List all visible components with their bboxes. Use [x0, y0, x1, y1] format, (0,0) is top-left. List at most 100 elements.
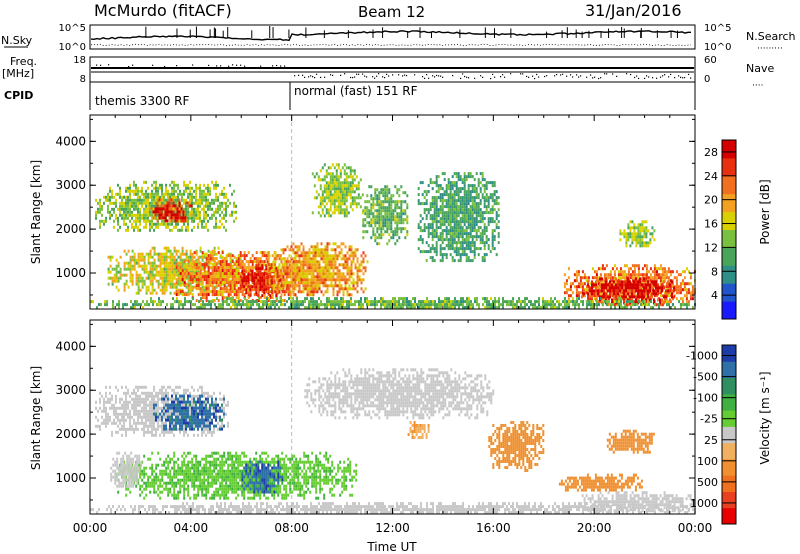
heatmap-cell — [180, 207, 183, 211]
heatmap-cell — [441, 256, 444, 260]
heatmap-cell — [611, 267, 614, 271]
heatmap-cell — [459, 190, 462, 194]
heatmap-cell — [197, 207, 199, 211]
heatmap-cell — [298, 269, 301, 273]
heatmap-cell — [631, 298, 633, 302]
heatmap-cell — [605, 295, 607, 299]
heatmap-cell — [139, 198, 141, 202]
heatmap-cell — [286, 284, 289, 288]
heatmap-cell — [223, 201, 225, 205]
heatmap-cell — [137, 225, 139, 229]
heatmap-cell — [579, 291, 582, 295]
heatmap-cell — [655, 286, 657, 290]
heatmap-cell — [190, 213, 193, 217]
heatmap-cell — [459, 259, 462, 263]
heatmap-cell — [159, 258, 162, 262]
heatmap-cell — [139, 252, 142, 256]
heatmap-cell — [179, 278, 182, 282]
heatmap-cell — [661, 286, 663, 290]
heatmap-cell — [201, 264, 204, 268]
heatmap-cell — [433, 220, 436, 224]
heatmap-cell — [212, 300, 214, 304]
heatmap-cell — [276, 290, 279, 294]
heatmap-cell — [143, 264, 146, 268]
heatmap-cell — [251, 276, 254, 280]
heatmap-cell — [380, 203, 383, 207]
heatmap-cell — [643, 235, 646, 239]
heatmap-cell — [174, 216, 177, 220]
heatmap-cell — [359, 196, 362, 200]
heatmap-cell — [643, 277, 645, 281]
heatmap-cell — [115, 216, 117, 220]
heatmap-cell — [288, 248, 291, 252]
heatmap-cell — [659, 282, 662, 286]
heatmap-cell — [583, 276, 586, 280]
heatmap-cell — [215, 257, 218, 261]
heatmap-cell — [151, 216, 153, 220]
heatmap-cell — [491, 229, 494, 233]
heatmap-cell — [611, 289, 613, 293]
heatmap-cell — [195, 258, 198, 262]
heatmap-cell — [343, 163, 346, 167]
heatmap-cell — [175, 225, 177, 229]
heatmap-cell — [370, 218, 373, 222]
heatmap-cell — [195, 198, 197, 202]
heatmap-cell — [99, 222, 101, 226]
heatmap-cell — [320, 266, 323, 270]
heatmap-cell — [185, 285, 188, 289]
heatmap-cell — [593, 292, 595, 296]
heatmap-cell — [187, 192, 189, 196]
heatmap-cell — [447, 202, 450, 206]
heatmap-cell — [207, 204, 209, 208]
heatmap-cell — [223, 263, 226, 267]
heatmap-cell — [263, 269, 266, 273]
heatmap-cell — [647, 276, 650, 280]
heatmap-cell — [149, 279, 152, 283]
heatmap-cell — [125, 201, 127, 205]
heatmap-cell — [374, 188, 377, 192]
heatmap-cell — [182, 306, 184, 310]
heatmap-cell — [329, 214, 332, 218]
heatmap-cell — [151, 213, 153, 217]
heatmap-cell — [290, 306, 292, 310]
heatmap-cell — [459, 208, 462, 212]
heatmap-cell — [193, 225, 195, 229]
heatmap-cell — [169, 219, 171, 223]
heatmap-cell — [233, 255, 236, 259]
heatmap-cell — [181, 290, 184, 294]
heatmap-cell — [341, 199, 344, 203]
heatmap-cell — [133, 225, 135, 229]
heatmap-cell — [631, 295, 633, 299]
heatmap-cell — [394, 206, 397, 210]
heatmap-cell — [327, 190, 330, 194]
heatmap-cell — [463, 202, 466, 206]
heatmap-cell — [124, 303, 126, 307]
heatmap-cell — [239, 254, 242, 258]
heatmap-cell — [237, 266, 240, 270]
heatmap-cell — [185, 186, 187, 190]
heatmap-cell — [467, 220, 470, 224]
heatmap-cell — [141, 264, 144, 268]
heatmap-cell — [209, 216, 211, 220]
heatmap-cell — [123, 261, 126, 265]
heatmap-cell — [263, 282, 266, 286]
heatmap-cell — [451, 256, 454, 260]
heatmap-cell — [278, 257, 281, 261]
heatmap-cell — [334, 281, 337, 285]
heatmap-cell — [165, 183, 167, 187]
heatmap-cell — [137, 216, 139, 220]
heatmap-cell — [382, 191, 385, 195]
heatmap-cell — [247, 285, 250, 289]
heatmap-cell — [349, 187, 352, 191]
heatmap-cell — [176, 213, 179, 217]
heatmap-cell — [402, 212, 405, 216]
heatmap-cell — [659, 276, 662, 280]
heatmap-cell — [333, 175, 336, 179]
heatmap-cell — [187, 228, 189, 232]
heatmap-cell — [156, 207, 159, 211]
heatmap-cell — [145, 225, 147, 229]
heatmap-cell — [185, 255, 188, 259]
heatmap-cell — [181, 272, 184, 276]
heatmap-cell — [326, 248, 329, 252]
heatmap-cell — [159, 264, 162, 268]
